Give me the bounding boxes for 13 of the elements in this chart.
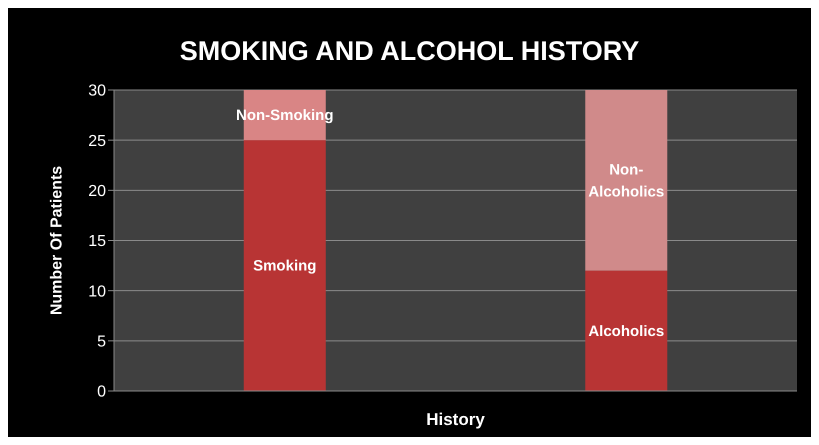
y-tick-label: 30 — [88, 82, 106, 100]
y-tick-label: 15 — [88, 233, 106, 250]
series-label: Smoking — [253, 257, 316, 274]
series-label: Non-Alcoholics — [588, 160, 664, 200]
y-tick-label: 10 — [88, 283, 106, 300]
y-axis-title: Number Of Patients — [48, 166, 66, 316]
series-label: Alcoholics — [588, 322, 664, 340]
y-tick-label: 20 — [88, 183, 106, 200]
y-tick-label: 5 — [97, 334, 106, 351]
x-axis-title: History — [426, 410, 486, 429]
y-tick-label: 0 — [97, 384, 106, 401]
y-tick-label: 25 — [88, 132, 106, 150]
chart-title: SMOKING AND ALCOHOL HISTORY — [178, 36, 640, 67]
